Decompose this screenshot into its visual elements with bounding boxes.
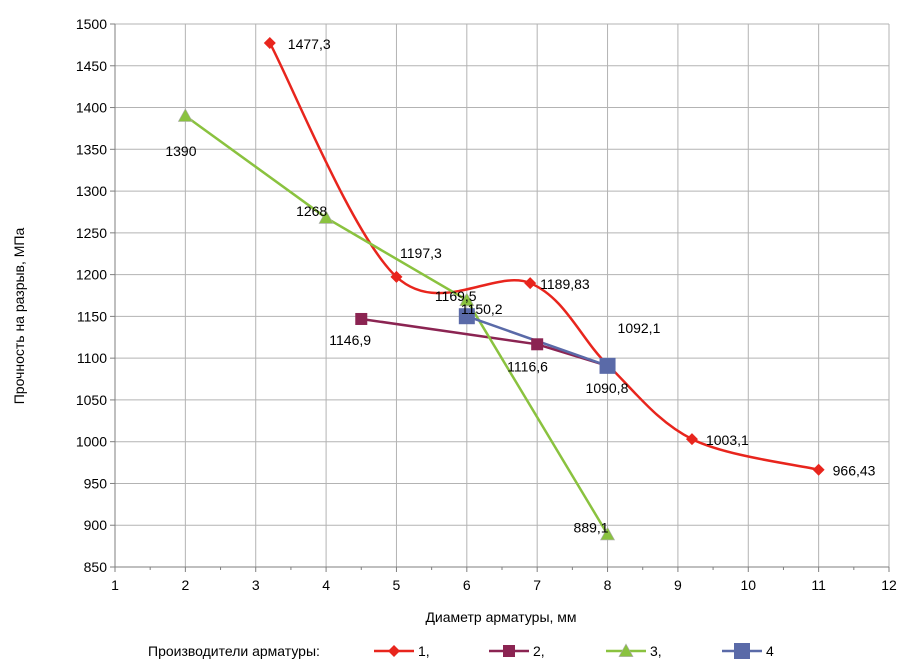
- x-tick-label: 5: [393, 577, 401, 593]
- markers-layer: [177, 36, 825, 541]
- legend-label-4: 4: [766, 643, 774, 659]
- data-label: 1090,8: [586, 380, 629, 396]
- x-tick-label: 9: [674, 577, 682, 593]
- series-line-2: [361, 317, 608, 368]
- data-label: 1003,1: [706, 432, 749, 448]
- data-label: 1197,3: [400, 245, 442, 261]
- y-tick-label: 1250: [76, 225, 107, 241]
- y-tick-label: 1000: [76, 434, 107, 450]
- x-tick-label: 10: [740, 577, 756, 593]
- x-tick-label: 8: [604, 577, 612, 593]
- legend-marker-1: [388, 645, 400, 657]
- y-tick-label: 1050: [76, 392, 107, 408]
- data-label: 1189,83: [540, 276, 590, 292]
- series-line-1: [268, 42, 819, 471]
- legend: Производители арматуры: 1, 2, 3, 4: [148, 643, 774, 659]
- y-tick-label: 1300: [76, 183, 107, 199]
- data-label: 1146,9: [329, 332, 371, 348]
- data-label: 1268: [296, 203, 327, 219]
- data-label: 1092,1: [618, 320, 661, 336]
- x-tick-label: 3: [252, 577, 260, 593]
- series-3-marker: [459, 292, 475, 306]
- data-label: 1390: [165, 143, 196, 159]
- data-label: 1169,5: [435, 288, 477, 304]
- y-tick-label: 1500: [76, 16, 107, 32]
- x-axis-title: Диаметр арматуры, мм: [425, 609, 576, 625]
- series-1-marker: [524, 277, 537, 290]
- series-1-marker: [390, 270, 403, 283]
- series-layer: [184, 42, 819, 535]
- x-tick-label: 6: [463, 577, 471, 593]
- x-tick-label: 2: [181, 577, 189, 593]
- gridlines: [114, 23, 890, 568]
- series-4-marker: [458, 308, 475, 325]
- x-tick-label: 7: [533, 577, 541, 593]
- y-tick-label: 850: [84, 559, 108, 575]
- series-1-marker: [685, 433, 698, 446]
- legend-marker-4: [734, 643, 750, 659]
- legend-label-2: 2,: [533, 643, 545, 659]
- y-tick-label: 1100: [77, 350, 107, 366]
- series-1-marker: [263, 36, 276, 49]
- y-tick-label: 900: [84, 517, 108, 533]
- legend-label-3: 3,: [650, 643, 662, 659]
- data-label: 1477,3: [288, 36, 331, 52]
- series-3-marker: [318, 210, 334, 224]
- series-2-marker: [531, 338, 544, 351]
- series-1-marker: [812, 463, 825, 476]
- series-2-marker: [355, 312, 368, 325]
- series-3-marker: [600, 526, 616, 541]
- legend-title: Производители арматуры:: [148, 643, 320, 659]
- series-4-marker: [599, 357, 616, 374]
- x-tick-label: 1: [111, 577, 119, 593]
- series-line-3: [184, 114, 609, 535]
- data-label: 889,1: [574, 519, 609, 535]
- legend-marker-2: [503, 645, 515, 657]
- data-label: 1116,6: [507, 358, 548, 374]
- legend-label-1: 1,: [418, 643, 430, 659]
- y-axis-title: Прочность на разрыв, МПа: [11, 228, 27, 405]
- legend-marker-3: [618, 643, 634, 657]
- data-label: 966,43: [833, 463, 876, 479]
- axes: 1 2 3 4 5 6 7 8 9 10 11 128509009501000105011001150…: [76, 16, 897, 593]
- data-labels: 1477,3 1189,83 1092,1 1003,1 966,43 1146,9 111…: [165, 36, 875, 535]
- x-tick-label: 4: [322, 577, 330, 593]
- y-tick-label: 1450: [76, 58, 107, 74]
- x-tick-label: 12: [881, 577, 897, 593]
- y-tick-label: 1400: [76, 100, 107, 116]
- data-label: 1150,2: [461, 301, 503, 317]
- y-tick-label: 1200: [76, 267, 107, 283]
- y-tick-label: 1350: [76, 141, 107, 157]
- y-tick-label: 1150: [77, 308, 107, 324]
- x-tick-label: 11: [811, 577, 826, 593]
- series-3-marker: [177, 108, 193, 122]
- y-tick-label: 950: [84, 475, 108, 491]
